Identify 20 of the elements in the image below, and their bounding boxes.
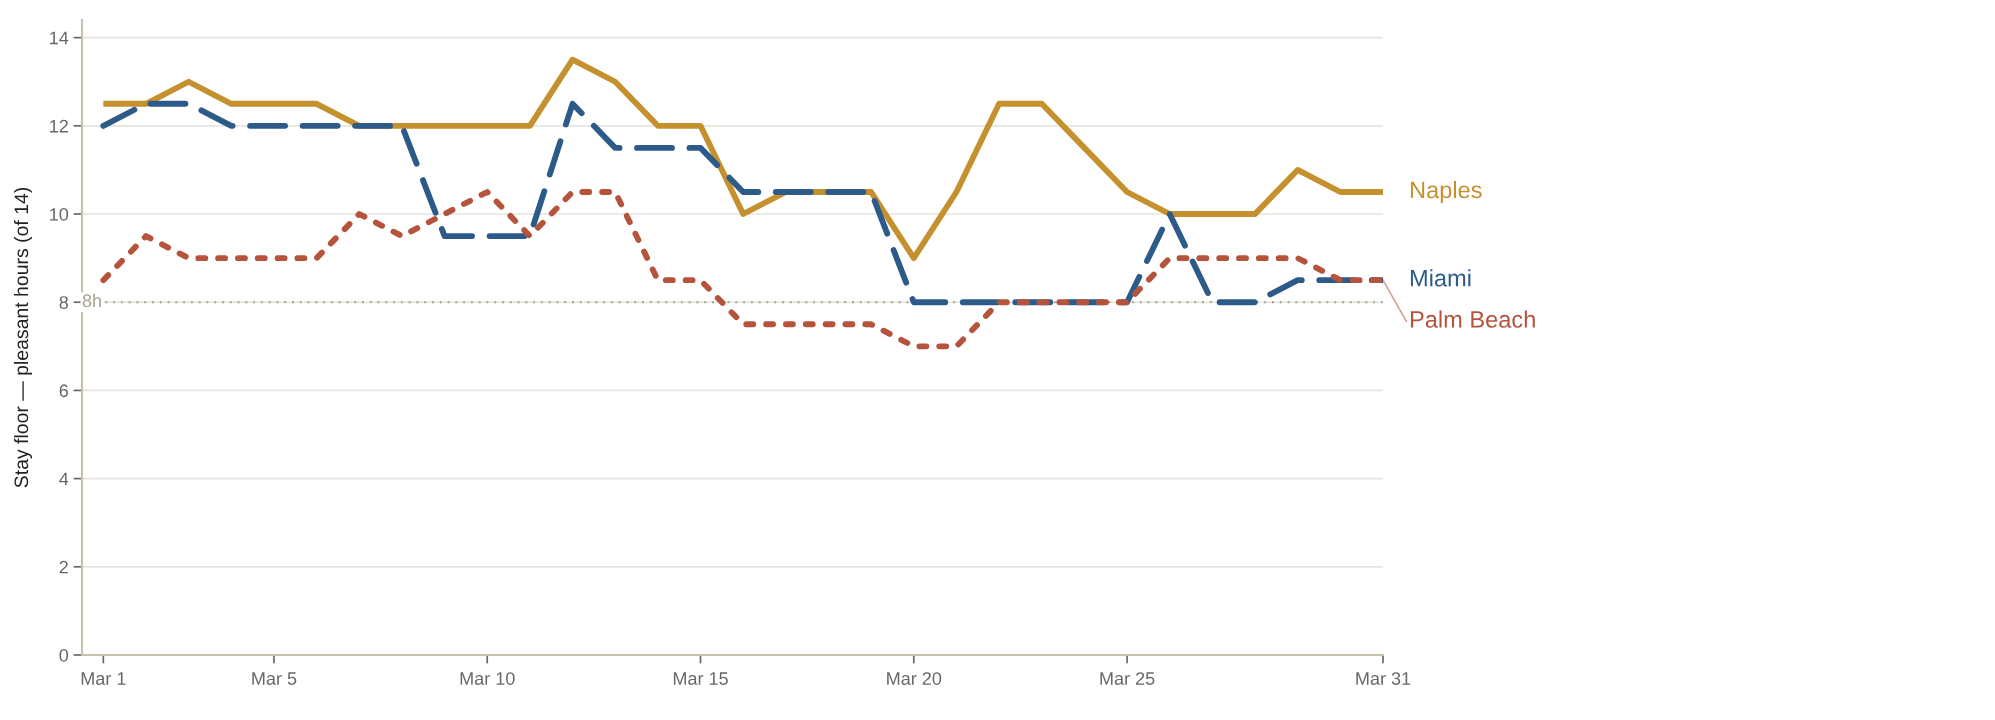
y-axis-title: Stay floor — pleasant hours (of 14)	[13, 187, 33, 488]
y-tick-label: 12	[50, 119, 68, 133]
x-tick-label: Mar 20	[887, 672, 942, 685]
series-label: Palm Beach	[1410, 310, 1535, 328]
y-tick-label: 8	[59, 296, 69, 309]
y-tick-label: 6	[59, 384, 69, 398]
y-tick-label: 4	[59, 472, 69, 486]
y-tick-label: 14	[50, 31, 69, 45]
x-tick-label: Mar 15	[673, 672, 728, 685]
x-tick-label: Mar 25	[1100, 672, 1155, 685]
series-label: Miami	[1410, 269, 1471, 287]
x-tick-label: Mar 31	[1356, 672, 1411, 685]
x-tick-label: Mar 1	[81, 672, 126, 685]
x-tick-label: Mar 5	[252, 672, 297, 685]
series-label: Naples	[1410, 180, 1482, 203]
x-tick-label: Mar 10	[460, 672, 515, 685]
y-tick-label: 0	[59, 648, 69, 662]
ref-line-label: 8h	[82, 293, 101, 308]
y-tick-label: 2	[59, 560, 68, 574]
y-tick-label: 10	[50, 207, 69, 221]
